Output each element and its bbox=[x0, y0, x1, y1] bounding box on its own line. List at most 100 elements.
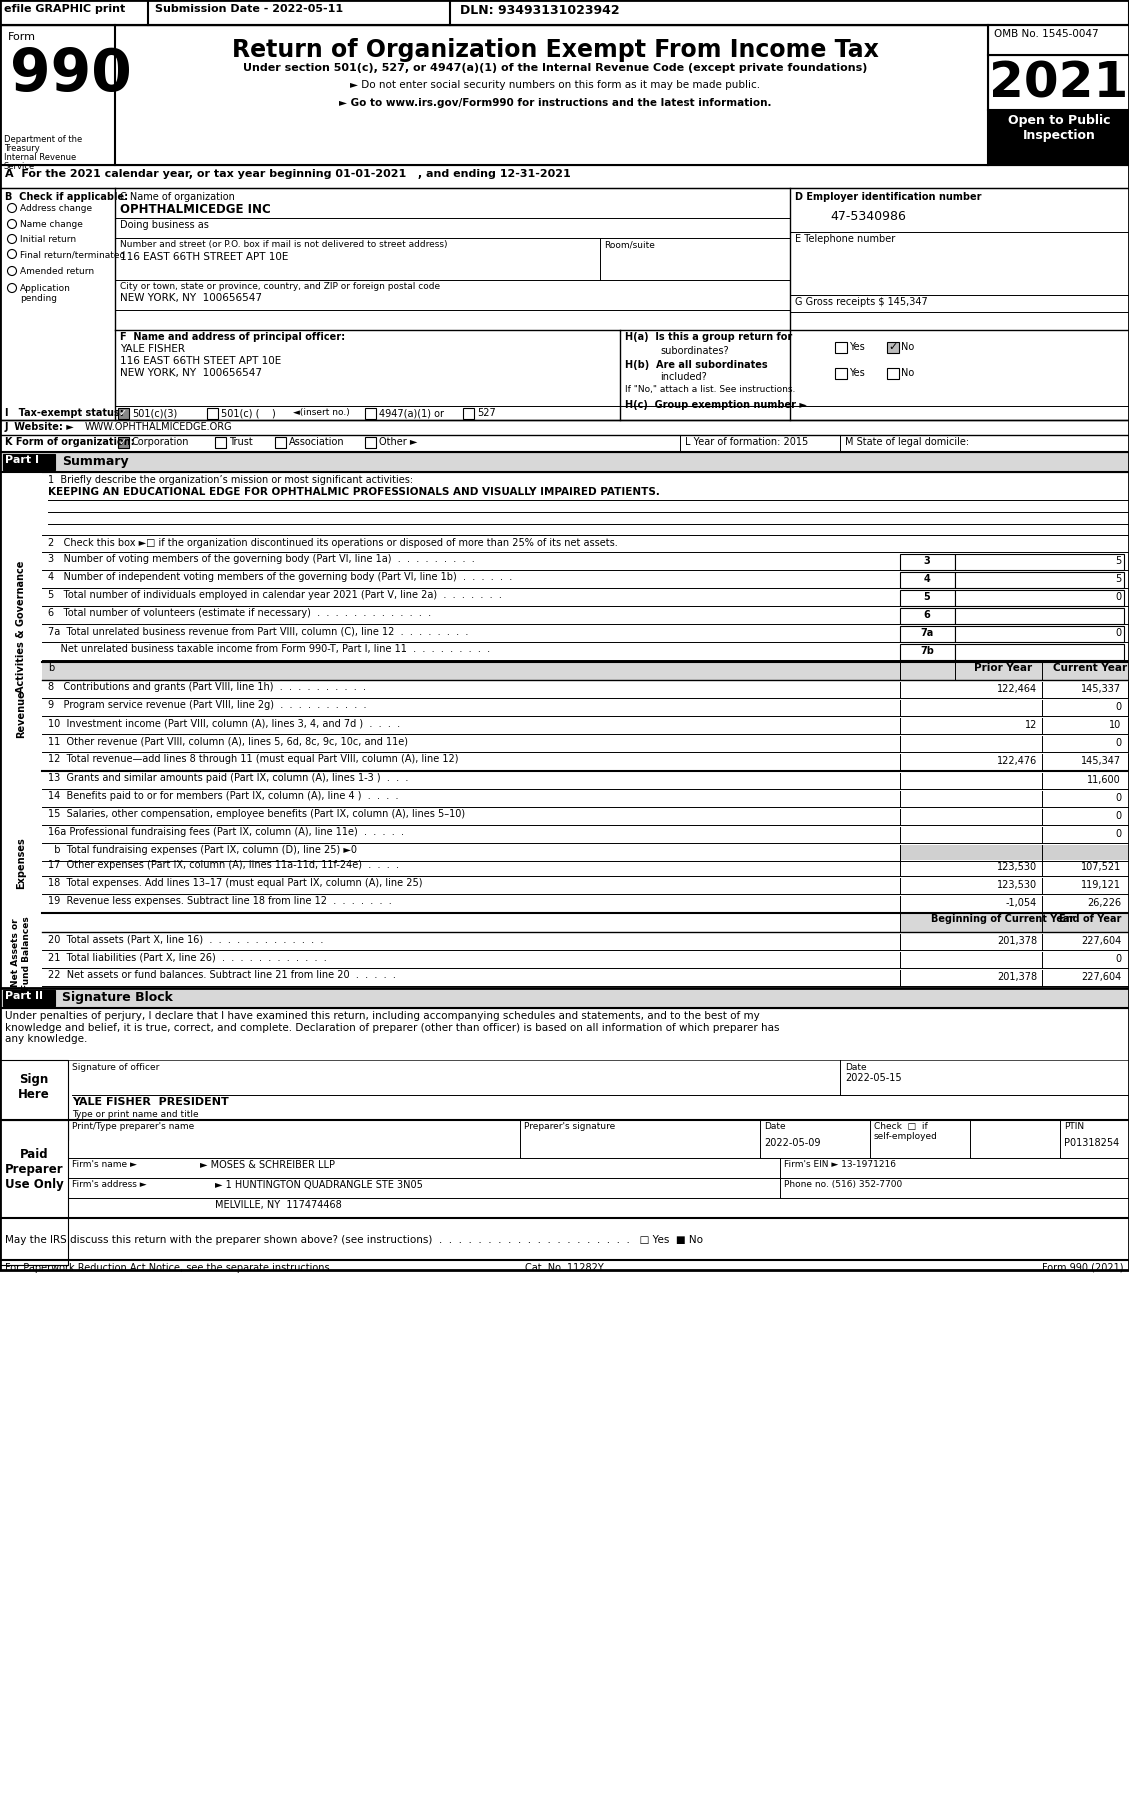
Text: ✓: ✓ bbox=[889, 343, 898, 352]
Circle shape bbox=[8, 234, 17, 243]
Text: 0: 0 bbox=[1114, 954, 1121, 963]
Circle shape bbox=[8, 267, 17, 276]
Text: A  For the 2021 calendar year, or tax year beginning 01-01-2021   , and ending 1: A For the 2021 calendar year, or tax yea… bbox=[5, 169, 571, 180]
Bar bbox=[955, 608, 1124, 624]
Bar bbox=[0, 0, 1129, 1270]
Bar bbox=[0, 1059, 68, 1139]
Text: 0: 0 bbox=[1114, 793, 1121, 804]
Text: Paid
Preparer
Use Only: Paid Preparer Use Only bbox=[5, 1148, 63, 1192]
Text: YALE FISHER  PRESIDENT: YALE FISHER PRESIDENT bbox=[72, 1097, 229, 1107]
Bar bbox=[955, 644, 1124, 660]
Text: ► Do not enter social security numbers on this form as it may be made public.: ► Do not enter social security numbers o… bbox=[350, 80, 760, 91]
Text: 6: 6 bbox=[924, 610, 930, 620]
Text: Internal Revenue: Internal Revenue bbox=[5, 152, 77, 161]
Text: Sign
Here: Sign Here bbox=[18, 1074, 50, 1101]
Text: 12: 12 bbox=[1025, 720, 1038, 729]
Bar bbox=[275, 437, 286, 448]
Bar bbox=[900, 878, 1129, 894]
Bar bbox=[887, 368, 899, 379]
Bar bbox=[988, 54, 1129, 111]
Text: 10  Investment income (Part VIII, column (A), lines 3, 4, and 7d )  .  .  .  .: 10 Investment income (Part VIII, column … bbox=[49, 718, 400, 727]
Text: 20  Total assets (Part X, line 16)  .  .  .  .  .  .  .  .  .  .  .  .  .: 20 Total assets (Part X, line 16) . . . … bbox=[49, 934, 323, 943]
Bar bbox=[835, 343, 847, 354]
Text: Expenses: Expenses bbox=[16, 836, 26, 889]
Bar bbox=[900, 845, 1129, 862]
Text: 22  Net assets or fund balances. Subtract line 21 from line 20  .  .  .  .  .: 22 Net assets or fund balances. Subtract… bbox=[49, 970, 396, 980]
Text: Date: Date bbox=[844, 1063, 867, 1072]
Text: Yes: Yes bbox=[849, 368, 865, 377]
Bar bbox=[0, 1119, 68, 1264]
Text: Service: Service bbox=[5, 161, 35, 171]
Text: Part II: Part II bbox=[5, 990, 43, 1001]
Text: 119,121: 119,121 bbox=[1080, 880, 1121, 891]
Text: WWW.OPHTHALMICEDGE.ORG: WWW.OPHTHALMICEDGE.ORG bbox=[85, 423, 233, 432]
Text: Treasury: Treasury bbox=[5, 143, 40, 152]
Bar bbox=[955, 626, 1124, 642]
Text: E Telephone number: E Telephone number bbox=[795, 234, 895, 245]
Text: Firm's EIN ► 13-1971216: Firm's EIN ► 13-1971216 bbox=[784, 1159, 896, 1168]
Circle shape bbox=[8, 283, 17, 292]
Text: Revenue: Revenue bbox=[16, 689, 26, 738]
Text: 10: 10 bbox=[1109, 720, 1121, 729]
Text: P01318254: P01318254 bbox=[1064, 1137, 1119, 1148]
Bar bbox=[119, 437, 129, 448]
Text: 7a  Total unrelated business revenue from Part VIII, column (C), line 12  .  .  : 7a Total unrelated business revenue from… bbox=[49, 626, 469, 637]
Text: 1  Briefly describe the organization’s mission or most significant activities:: 1 Briefly describe the organization’s mi… bbox=[49, 475, 413, 484]
Text: Open to Public
Inspection: Open to Public Inspection bbox=[1008, 114, 1110, 141]
Text: F  Name and address of principal officer:: F Name and address of principal officer: bbox=[120, 332, 345, 343]
Text: 11  Other revenue (Part VIII, column (A), lines 5, 6d, 8c, 9c, 10c, and 11e): 11 Other revenue (Part VIII, column (A),… bbox=[49, 736, 408, 746]
Text: I   Tax-exempt status:: I Tax-exempt status: bbox=[5, 408, 124, 417]
Text: H(a)  Is this a group return for: H(a) Is this a group return for bbox=[625, 332, 793, 343]
Text: Submission Date - 2022-05-11: Submission Date - 2022-05-11 bbox=[155, 4, 343, 15]
Text: 4   Number of independent voting members of the governing body (Part VI, line 1b: 4 Number of independent voting members o… bbox=[49, 571, 513, 582]
Bar bbox=[900, 896, 1129, 912]
Text: Other ►: Other ► bbox=[379, 437, 418, 446]
Text: 0: 0 bbox=[1114, 829, 1121, 840]
Text: 14  Benefits paid to or for members (Part IX, column (A), line 4 )  .  .  .  .: 14 Benefits paid to or for members (Part… bbox=[49, 791, 399, 802]
Text: Firm's address ►: Firm's address ► bbox=[72, 1179, 147, 1188]
Text: b  Total fundraising expenses (Part IX, column (D), line 25) ►0: b Total fundraising expenses (Part IX, c… bbox=[49, 845, 357, 854]
Bar bbox=[0, 662, 42, 767]
Text: 123,530: 123,530 bbox=[997, 880, 1038, 891]
Text: 116 EAST 66TH STREET APT 10E: 116 EAST 66TH STREET APT 10E bbox=[120, 252, 288, 261]
Text: 227,604: 227,604 bbox=[1080, 972, 1121, 981]
Text: ◄(insert no.): ◄(insert no.) bbox=[294, 408, 350, 417]
Text: included?: included? bbox=[660, 372, 707, 383]
Bar bbox=[0, 771, 42, 956]
Text: Under penalties of perjury, I declare that I have examined this return, includin: Under penalties of perjury, I declare th… bbox=[5, 1010, 779, 1045]
Text: NEW YORK, NY  100656547: NEW YORK, NY 100656547 bbox=[120, 368, 262, 377]
Text: DLN: 93493131023942: DLN: 93493131023942 bbox=[460, 4, 620, 16]
Text: 527: 527 bbox=[476, 408, 496, 417]
Text: 123,530: 123,530 bbox=[997, 862, 1038, 873]
Text: 501(c) (    ): 501(c) ( ) bbox=[221, 408, 275, 417]
Text: Prior Year: Prior Year bbox=[974, 662, 1032, 673]
Text: 5: 5 bbox=[1114, 557, 1121, 566]
Text: ► 1 HUNTINGTON QUADRANGLE STE 3N05: ► 1 HUNTINGTON QUADRANGLE STE 3N05 bbox=[215, 1179, 423, 1190]
Bar bbox=[0, 452, 1129, 472]
Text: Part I: Part I bbox=[5, 455, 40, 464]
Bar bbox=[0, 472, 42, 782]
Text: 21  Total liabilities (Part X, line 26)  .  .  .  .  .  .  .  .  .  .  .  .: 21 Total liabilities (Part X, line 26) .… bbox=[49, 952, 326, 961]
Bar bbox=[900, 626, 955, 642]
Text: 990: 990 bbox=[10, 45, 132, 103]
Text: 0: 0 bbox=[1114, 628, 1121, 639]
Bar bbox=[215, 437, 226, 448]
Text: Net unrelated business taxable income from Form 990-T, Part I, line 11  .  .  . : Net unrelated business taxable income fr… bbox=[49, 644, 490, 655]
Text: 3: 3 bbox=[924, 557, 930, 566]
Text: 2022-05-09: 2022-05-09 bbox=[764, 1137, 821, 1148]
Text: 5   Total number of individuals employed in calendar year 2021 (Part V, line 2a): 5 Total number of individuals employed i… bbox=[49, 590, 502, 600]
Text: For Paperwork Reduction Act Notice, see the separate instructions.: For Paperwork Reduction Act Notice, see … bbox=[5, 1263, 333, 1273]
Text: Check  □  if
self-employed: Check □ if self-employed bbox=[874, 1123, 938, 1141]
Text: City or town, state or province, country, and ZIP or foreign postal code: City or town, state or province, country… bbox=[120, 281, 440, 290]
Bar bbox=[42, 662, 1129, 680]
Bar bbox=[3, 454, 55, 470]
Text: Activities & Governance: Activities & Governance bbox=[16, 561, 26, 693]
Text: 11,600: 11,600 bbox=[1087, 775, 1121, 785]
Text: Signature of officer: Signature of officer bbox=[72, 1063, 159, 1072]
Text: PTIN: PTIN bbox=[1064, 1123, 1084, 1130]
Text: 5: 5 bbox=[924, 591, 930, 602]
Text: 122,476: 122,476 bbox=[997, 756, 1038, 766]
Text: KEEPING AN EDUCATIONAL EDGE FOR OPHTHALMIC PROFESSIONALS AND VISUALLY IMPAIRED P: KEEPING AN EDUCATIONAL EDGE FOR OPHTHALM… bbox=[49, 486, 659, 497]
Text: Association: Association bbox=[289, 437, 344, 446]
Text: Summary: Summary bbox=[62, 455, 129, 468]
